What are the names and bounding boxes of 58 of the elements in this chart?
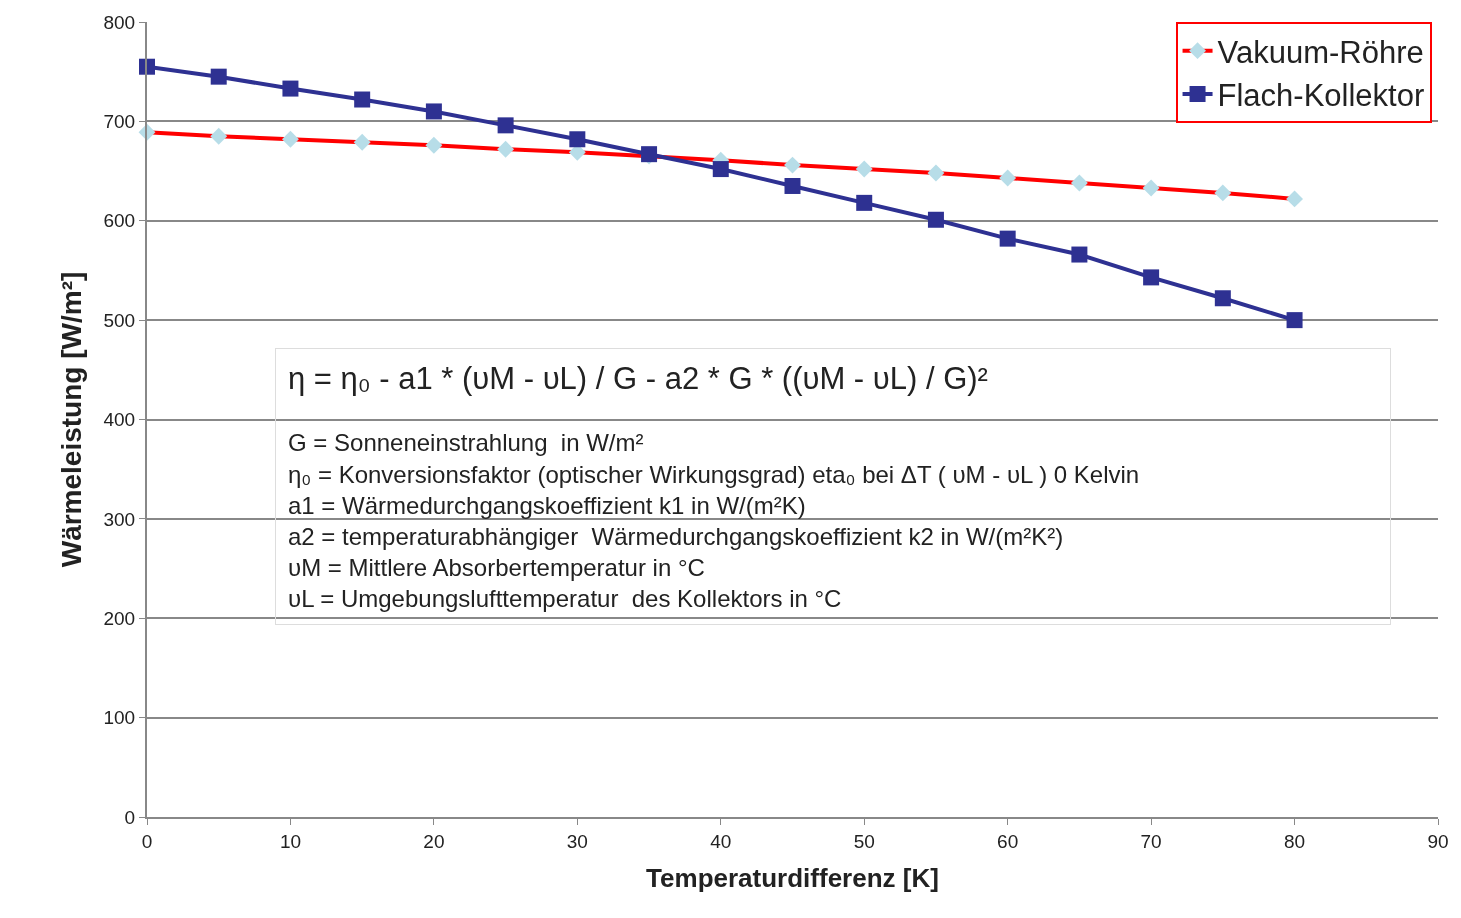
point	[353, 133, 371, 151]
annotation: η = η₀ - a1 * (υM - υL) / G - a2 * G * ((υM - υL) / G)²	[288, 361, 988, 396]
x-tick-label: 20	[423, 830, 445, 852]
annotation: η₀ = Konversionsfaktor (optischer Wirkungsgrad) eta₀ bei ΔT ( υM - υL ) 0 Kelvin	[288, 460, 1140, 488]
y-tick-label: 700	[103, 111, 136, 133]
point	[425, 136, 443, 154]
point	[1286, 190, 1304, 208]
point	[1071, 246, 1088, 263]
point	[282, 80, 299, 97]
point	[497, 117, 514, 134]
point	[497, 140, 515, 158]
point	[999, 169, 1017, 187]
y-tick-label: 500	[103, 309, 136, 331]
point	[855, 160, 873, 178]
y-tick-label: 300	[103, 508, 136, 530]
annotation: υM = Mittlere Absorbertemperatur in °C	[288, 554, 705, 582]
x-tick-label: 90	[1427, 830, 1449, 852]
point	[1286, 312, 1303, 329]
point	[569, 131, 586, 148]
y-tick-label: 200	[103, 607, 136, 629]
x-tick-label: 50	[853, 830, 875, 852]
point	[210, 68, 227, 85]
annotation: a1 = Wärmedurchgangskoeffizient k1 in W/(m²K)	[288, 491, 806, 519]
point	[999, 230, 1016, 247]
x-axis-title: Temperaturdifferenz [K]	[646, 863, 939, 893]
legend-label: Flach-Kollektor	[1217, 78, 1425, 114]
annotation: G = Sonneneinstrahlung in W/m²	[288, 429, 644, 457]
x-tick-label: 30	[566, 830, 588, 852]
point	[927, 164, 945, 182]
point	[1143, 269, 1160, 286]
point	[354, 91, 371, 108]
y-tick-label: 800	[103, 11, 136, 33]
x-tick-label: 70	[1140, 830, 1162, 852]
y-tick-label: 400	[103, 409, 136, 431]
point	[210, 127, 228, 145]
y-tick-label: 100	[103, 707, 136, 729]
x-tick-label: 40	[710, 830, 732, 852]
y-tick-label: 600	[103, 210, 136, 232]
annotation: υL = Umgebungslufttemperatur des Kollektors in °C	[288, 585, 842, 613]
point	[784, 177, 801, 194]
point	[1214, 184, 1232, 202]
x-tick-label: 60	[997, 830, 1019, 852]
y-tick-label: 0	[124, 806, 136, 828]
point	[856, 194, 873, 211]
point	[425, 103, 442, 120]
annotation: a2 = temperaturabhängiger Wärmedurchgangskoeffizient k2 in W/(m²K²)	[288, 523, 1064, 550]
point	[784, 156, 801, 174]
point	[1142, 179, 1160, 197]
point	[712, 161, 729, 178]
point	[1214, 290, 1231, 307]
point	[1070, 174, 1088, 192]
point	[281, 130, 299, 148]
legend-label: Vakuum-Röhre	[1217, 34, 1424, 70]
y-axis-title: Wärmeleistung [W/m²]	[55, 271, 87, 568]
point	[927, 211, 944, 228]
x-tick-label: 10	[279, 830, 302, 852]
x-tick-label: 80	[1283, 830, 1306, 852]
x-tick-label: 0	[141, 830, 153, 852]
